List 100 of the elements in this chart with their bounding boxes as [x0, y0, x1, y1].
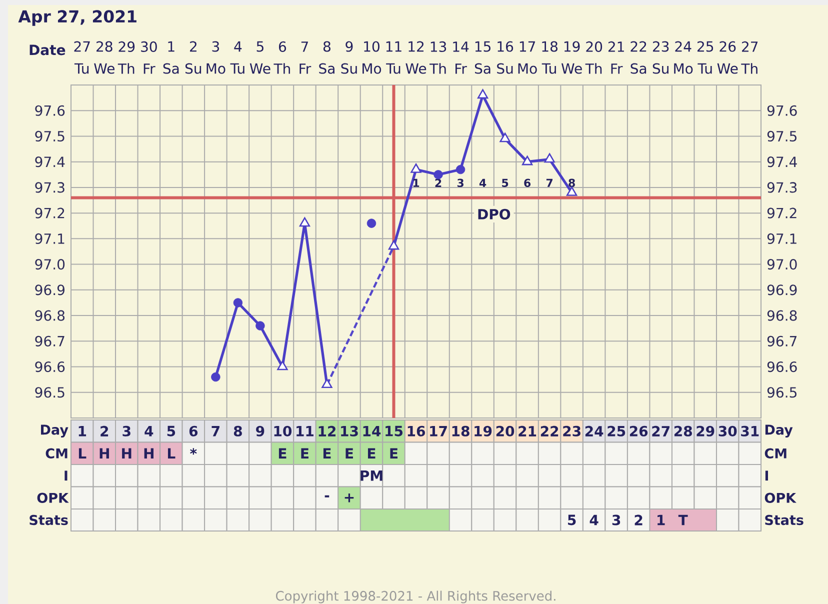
x-tick-label: 24 Mo: [674, 41, 693, 74]
text: L: [78, 448, 86, 458]
text: 10: [274, 426, 292, 436]
y2-tick-label: CM: [764, 448, 786, 458]
x-tick-label: 4 Tu: [230, 41, 244, 74]
annotation: 7: [546, 178, 553, 187]
x-tick-label: 18 Tu: [542, 41, 558, 74]
text: 5: [568, 514, 576, 526]
x-tick-label: 1 Sa: [163, 41, 179, 74]
text: 5: [167, 426, 176, 436]
text: E: [368, 448, 376, 458]
y2-tick-label: 97.1: [767, 233, 796, 244]
text: PM: [360, 470, 382, 481]
text: 11: [296, 426, 314, 436]
y-tick-label: OPK: [37, 492, 69, 503]
y-tick-label: I: [64, 470, 68, 481]
y2-tick-label: 96.5: [767, 387, 796, 398]
text: 7: [212, 426, 220, 436]
text: 12: [318, 426, 336, 436]
y-tick-label: 96.6: [35, 361, 65, 372]
y2-tick-label: Day: [765, 424, 793, 438]
x-tick-label: 27 Tu: [74, 41, 90, 74]
text: 4: [144, 426, 154, 436]
text: 6: [189, 426, 198, 436]
y2-tick-label: Stats: [765, 514, 804, 526]
x-tick-label: 23 Su: [652, 41, 669, 74]
y-tick-label: 97.3: [35, 182, 64, 193]
y-tick-label: 97.0: [35, 259, 65, 270]
y2-tick-label: OPK: [764, 492, 796, 503]
x-tick-label: 7 Fr: [300, 42, 312, 74]
y2-tick-label: 97.4: [767, 156, 797, 168]
y2-tick-label: I: [765, 470, 768, 481]
text: 29: [696, 426, 714, 436]
y2-tick-label: 96.9: [767, 284, 797, 296]
text: 2: [634, 514, 642, 526]
text: 13: [341, 426, 358, 436]
y-tick-label: 96.9: [35, 284, 64, 296]
text: 27: [652, 426, 670, 436]
y-tick-label: 97.4: [35, 156, 65, 168]
x-tick-label: 22 Sa: [630, 41, 646, 74]
annotation: 4: [479, 178, 486, 187]
annotation: 6: [524, 178, 531, 188]
y2-tick-label: 97.0: [767, 259, 797, 270]
y-tick-label: 97.5: [35, 130, 64, 142]
text: 15: [386, 426, 403, 436]
y-tick-label: 96.8: [35, 310, 65, 321]
x-tick-label: 5 We: [250, 41, 270, 74]
x-tick-label: 2 Su: [185, 41, 202, 74]
x-tick-label: 14 Fr: [453, 42, 469, 74]
x-tick-label: 28 We: [94, 41, 114, 74]
x-tick-label: 17 Mo: [518, 41, 537, 74]
y2-tick-label: 96.8: [767, 310, 797, 321]
x-tick-label: 29 Th: [118, 41, 135, 74]
text: 17: [430, 426, 447, 436]
text: 16: [408, 426, 425, 436]
y2-tick-label: 97.3: [767, 182, 797, 193]
x-tick-label: 12 We: [406, 41, 426, 74]
text: 23: [563, 426, 580, 436]
annotation: 1: [413, 178, 420, 187]
text: 4: [590, 514, 598, 526]
x-tick-label: 30 Fr: [141, 41, 157, 74]
text: 3: [612, 514, 620, 526]
text: 30: [718, 426, 737, 436]
y2-tick-label: 97.2: [767, 208, 796, 218]
x-tick-label: 16 Su: [497, 41, 514, 74]
text: -: [324, 495, 330, 498]
x-tick-label: 27 Th: [741, 41, 758, 74]
text: 18: [452, 426, 470, 436]
y-tick-label: 97.1: [35, 233, 64, 244]
annotation: DPO: [478, 208, 510, 220]
annotation: 5: [502, 178, 508, 187]
x-tick-label: 8 Sa: [319, 41, 334, 74]
y-tick-label: CM: [46, 448, 68, 458]
text: 28: [674, 426, 692, 436]
text: 20: [496, 426, 514, 436]
text: 9: [256, 426, 264, 436]
x-tick-label: 20 Th: [585, 41, 602, 74]
annotation: 3: [457, 178, 464, 188]
y2-tick-label: 97.5: [767, 130, 796, 142]
text: 22: [540, 426, 558, 436]
text: L: [168, 448, 176, 458]
text: 14: [363, 426, 381, 436]
y2-tick-label: 96.7: [767, 336, 797, 346]
chart-title: Apr 27, 2021: [18, 10, 136, 26]
text: E: [323, 448, 331, 458]
text: H: [144, 448, 154, 458]
text: 8: [234, 426, 242, 436]
x-tick-label: 26 We: [717, 41, 738, 74]
x-tick-label: 3 Mo: [206, 41, 226, 74]
y-tick-label: 96.5: [35, 387, 64, 398]
text: +: [344, 493, 354, 502]
y2-tick-label: 96.6: [767, 361, 797, 372]
text: 26: [630, 426, 648, 436]
x-tick-label: 15 Sa: [474, 41, 490, 74]
annotation: 2: [435, 178, 442, 187]
text: T: [678, 514, 688, 526]
y-tick-label: 97.2: [35, 208, 64, 218]
x-tick-label: 13 Th: [430, 41, 446, 74]
text: 2: [100, 426, 108, 436]
text: E: [346, 448, 353, 458]
